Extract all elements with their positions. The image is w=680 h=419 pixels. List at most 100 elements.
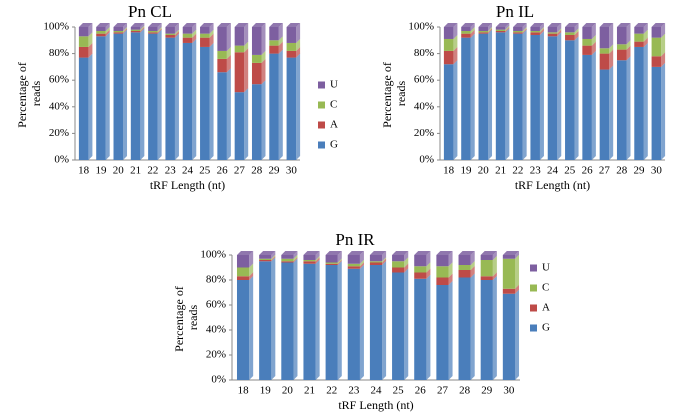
bar-side: [574, 23, 579, 33]
bar-segment: [251, 27, 262, 55]
bar-side: [249, 272, 254, 280]
bar-side: [88, 53, 93, 161]
bar-segment: [130, 30, 141, 33]
bar-segment: [414, 255, 427, 267]
bar-segment: [651, 27, 662, 38]
bar-segment: [599, 27, 610, 49]
bar-side: [249, 251, 254, 268]
bar-top: [259, 251, 276, 255]
x-tick-label: 19: [95, 165, 107, 177]
bar-side: [643, 37, 648, 47]
bar-side: [661, 33, 666, 57]
bar-top: [443, 23, 458, 27]
legend-label: G: [330, 139, 338, 151]
bar-side: [174, 33, 179, 160]
bar-segment: [480, 255, 493, 260]
y-tick-label: 80%: [414, 47, 434, 59]
bar-segment: [78, 27, 89, 37]
bar-segment: [582, 45, 592, 55]
legend-label: G: [542, 322, 550, 334]
bar-top: [392, 251, 409, 255]
bar-segment: [599, 53, 610, 70]
bar-segment: [502, 258, 516, 289]
bar-side: [261, 58, 266, 85]
bar-side: [492, 256, 497, 277]
bar-side: [315, 251, 320, 260]
bar-side: [244, 48, 249, 93]
bar-segment: [369, 261, 383, 263]
bar-segment: [303, 255, 316, 260]
bar-side: [404, 257, 409, 268]
bar-side: [157, 29, 162, 161]
bar-segment: [530, 34, 540, 161]
y-tick-label: 0%: [419, 154, 434, 166]
bar-segment: [200, 46, 210, 161]
legend-swatch: [318, 101, 325, 109]
bar-segment: [392, 267, 405, 273]
bar-segment: [148, 33, 158, 160]
bar-side: [488, 29, 493, 161]
bar-segment: [478, 30, 489, 33]
bar-side: [88, 42, 93, 58]
bar-segment: [234, 52, 245, 93]
bar-segment: [565, 27, 575, 33]
legend-label: U: [330, 79, 338, 91]
bar-segment: [414, 266, 427, 273]
y-tick-label: 60%: [206, 299, 226, 311]
bar-side: [609, 65, 614, 160]
bar-side: [522, 28, 527, 34]
y-axis-title-line: Percentage of: [172, 283, 186, 352]
bar-segment: [200, 27, 210, 34]
bar-segment: [251, 84, 262, 160]
bar-side: [505, 26, 510, 33]
bar-segment: [461, 27, 471, 31]
bar-segment: [325, 262, 338, 264]
bar-segment: [369, 255, 383, 262]
bar-side: [315, 256, 320, 262]
bar-segment: [269, 40, 279, 46]
bar-side: [278, 36, 283, 46]
bar-segment: [547, 27, 558, 33]
bar-top: [461, 23, 475, 27]
bar-segment: [634, 46, 644, 161]
bar-top: [530, 23, 544, 27]
y-axis-title-line: Percentage of: [380, 59, 394, 128]
bar-segment: [78, 46, 89, 58]
bar-segment: [259, 261, 272, 380]
bar-side: [192, 38, 197, 160]
bar-segment: [436, 277, 449, 285]
bar-segment: [458, 270, 471, 278]
bar-side: [140, 26, 145, 33]
bar-segment: [634, 33, 644, 42]
bar-top: [182, 23, 197, 27]
bar-segment: [461, 33, 471, 38]
bar-side: [492, 272, 497, 280]
bar-top: [582, 23, 596, 27]
bar-side: [609, 49, 614, 70]
bar-side: [140, 28, 145, 160]
bar-segment: [347, 268, 360, 380]
bar-side: [448, 251, 453, 267]
bar-side: [105, 23, 110, 31]
bar-side: [488, 26, 493, 33]
bar-segment: [281, 255, 294, 259]
bar-segment: [582, 27, 592, 39]
bar-segment: [458, 265, 471, 270]
bar-segment: [303, 261, 316, 264]
x-tick-label: 26: [415, 385, 427, 397]
bar-side: [404, 251, 409, 262]
bar-side: [244, 41, 249, 53]
bar-side: [296, 53, 301, 161]
bar-side: [359, 262, 364, 269]
bar-side: [192, 23, 197, 34]
x-tick-label: 23: [348, 385, 360, 397]
bar-segment: [478, 33, 489, 160]
bar-side: [626, 56, 631, 160]
bar-side: [293, 257, 298, 263]
y-tick-label: 0%: [54, 154, 69, 166]
bar-side: [174, 30, 179, 38]
legend-label: U: [542, 262, 550, 274]
bar-top: [236, 251, 254, 255]
x-tick-label: 25: [393, 385, 405, 397]
y-tick-label: 20%: [414, 127, 434, 139]
